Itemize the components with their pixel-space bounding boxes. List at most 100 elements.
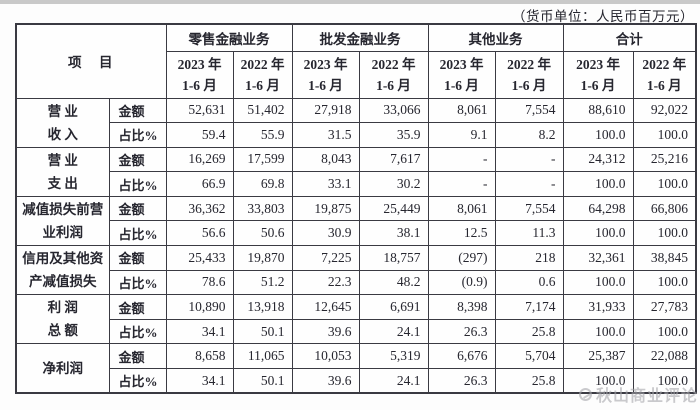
amount-cell: 33,066 [358, 97, 429, 124]
measure-label-ratio: 占比% [108, 171, 167, 197]
period-months: 1-6 月 [580, 77, 616, 93]
top-strip [0, 0, 700, 4]
row-label: 信用及其他资 产减值损失 [15, 245, 110, 296]
group-header-wholesale: 批发金融业务 [291, 23, 429, 52]
ratio-cell: 100.0 [562, 122, 634, 148]
amount-cell: 19,870 [232, 245, 293, 271]
row-label-line: 收 入 [47, 126, 78, 142]
period-months: 1-6 月 [376, 77, 411, 93]
table-row-ratio: 占比% 34.1 50.1 39.6 24.1 26.3 25.8 100.0 100.0 [16, 368, 697, 394]
ratio-cell: 39.6 [291, 318, 360, 345]
row-label-line: 支 出 [47, 175, 78, 191]
amount-cell: (297) [427, 245, 496, 271]
measure-label-ratio: 占比% [108, 318, 167, 345]
measure-label-ratio: 占比% [108, 269, 167, 296]
amount-cell: 24,312 [562, 146, 634, 173]
measure-label-amount: 金额 [108, 343, 167, 370]
amount-cell: 27,783 [632, 294, 697, 320]
ratio-cell: 35.9 [358, 122, 429, 148]
ratio-cell: 48.2 [358, 269, 429, 296]
ratio-cell: 100.0 [632, 171, 697, 197]
row-label-line: 信用及其他资 [22, 251, 104, 267]
table-row-amount: 营 业支 出金额 16,269 17,599 8,043 7,617- -24,312 25… [15, 146, 697, 197]
period-months: 1-6 月 [511, 77, 547, 93]
ratio-cell: 66.9 [165, 171, 234, 197]
amount-cell: 6,691 [358, 294, 429, 320]
ratio-cell: 100.0 [562, 171, 634, 197]
amount-cell: 7,554 [494, 195, 564, 222]
ratio-cell: 11.3 [494, 220, 564, 247]
amount-cell: 66,806 [632, 195, 697, 222]
amount-cell: 7,174 [494, 294, 564, 320]
ratio-cell: - [494, 171, 564, 197]
ratio-cell: 50.1 [232, 318, 293, 345]
period-months: 1-6 月 [308, 77, 343, 93]
amount-cell: 32,361 [562, 245, 634, 271]
ratio-cell: 12.5 [427, 220, 496, 247]
period-header: 2022 年 1-6 月 [494, 50, 564, 99]
ratio-cell: 56.6 [165, 220, 234, 247]
amount-cell: 36,362 [165, 195, 234, 222]
amount-cell: 52,631 [165, 97, 234, 124]
ratio-cell: 100.0 [562, 368, 634, 394]
amount-cell: 25,433 [165, 245, 234, 271]
period-header: 2023 年 1-6 月 [562, 50, 634, 99]
item-column-header: 项 目 [15, 23, 167, 99]
group-header-total: 合计 [562, 23, 697, 52]
ratio-cell: 50.1 [232, 368, 293, 394]
amount-cell: 8,398 [427, 294, 496, 320]
measure-label-amount: 金额 [108, 195, 167, 222]
group-header-retail: 零售金融业务 [165, 23, 293, 52]
measure-label-ratio: 占比% [108, 220, 167, 247]
ratio-cell: 9.1 [427, 122, 496, 148]
period-year: 2023 年 [303, 56, 348, 72]
ratio-cell: 31.5 [291, 122, 360, 148]
amount-cell: 8,061 [427, 195, 496, 222]
amount-cell: 17,599 [232, 146, 293, 173]
amount-cell: 33,803 [232, 195, 293, 222]
ratio-cell: 24.1 [358, 318, 429, 345]
ratio-cell: 39.6 [291, 368, 360, 394]
table-row-amount: 净利润 金额 8,658 11,065 10,053 5,319 6,676 5,704 25,… [15, 343, 697, 394]
row-label-line: 产减值损失 [29, 274, 97, 290]
amount-cell: 25,387 [562, 343, 634, 370]
period-months: 1-6 月 [182, 77, 217, 93]
amount-cell: 88,610 [562, 97, 634, 124]
amount-cell: 8,658 [165, 343, 234, 370]
ratio-cell: 100.0 [562, 318, 634, 345]
period-header: 2022 年 1-6 月 [632, 50, 697, 99]
amount-cell: 18,757 [358, 245, 429, 271]
measure-label-amount: 金额 [108, 146, 167, 173]
amount-cell: - [427, 146, 496, 173]
period-months: 1-6 月 [245, 77, 280, 93]
ratio-cell: 30.9 [291, 220, 360, 247]
period-header-row: 2023 年 1-6 月 2022 年 1-6 月 2023 年 1-6 月 2… [16, 50, 697, 99]
ratio-cell: 25.8 [494, 368, 564, 394]
group-header-row: 项 目 零售金融业务 批发金融业务 其他业务 合计 [15, 23, 697, 99]
row-label-line: 总 额 [47, 323, 78, 339]
row-label-line: 业利润 [42, 224, 84, 240]
amount-cell: 5,704 [494, 343, 564, 370]
ratio-cell: 8.2 [494, 122, 564, 148]
amount-cell: - [494, 146, 564, 173]
ratio-cell: 78.6 [165, 269, 234, 296]
period-year: 2023 年 [439, 56, 484, 72]
ratio-cell: 69.8 [232, 171, 293, 197]
amount-cell: 8,061 [427, 97, 496, 124]
amount-cell: 7,617 [358, 146, 429, 173]
table-row-amount: 信用及其他资 产减值损失 金额 25,433 19,870 7,225 18,757 (297… [15, 245, 697, 296]
ratio-cell: 25.8 [494, 318, 564, 345]
period-months: 1-6 月 [646, 77, 682, 93]
amount-cell: 31,933 [562, 294, 634, 320]
row-label: 净利润 [15, 343, 110, 394]
measure-label-ratio: 占比% [108, 368, 167, 394]
ratio-cell: 34.1 [165, 368, 234, 394]
amount-cell: 7,554 [494, 97, 564, 124]
period-header: 2023 年 1-6 月 [291, 50, 360, 99]
row-label: 营 业支 出 [15, 146, 110, 197]
amount-cell: 16,269 [165, 146, 234, 173]
ratio-cell: 100.0 [632, 368, 697, 394]
period-header: 2022 年 1-6 月 [232, 50, 293, 99]
row-label: 减值损失前营 业利润 [15, 195, 110, 247]
amount-cell: 10,890 [165, 294, 234, 320]
